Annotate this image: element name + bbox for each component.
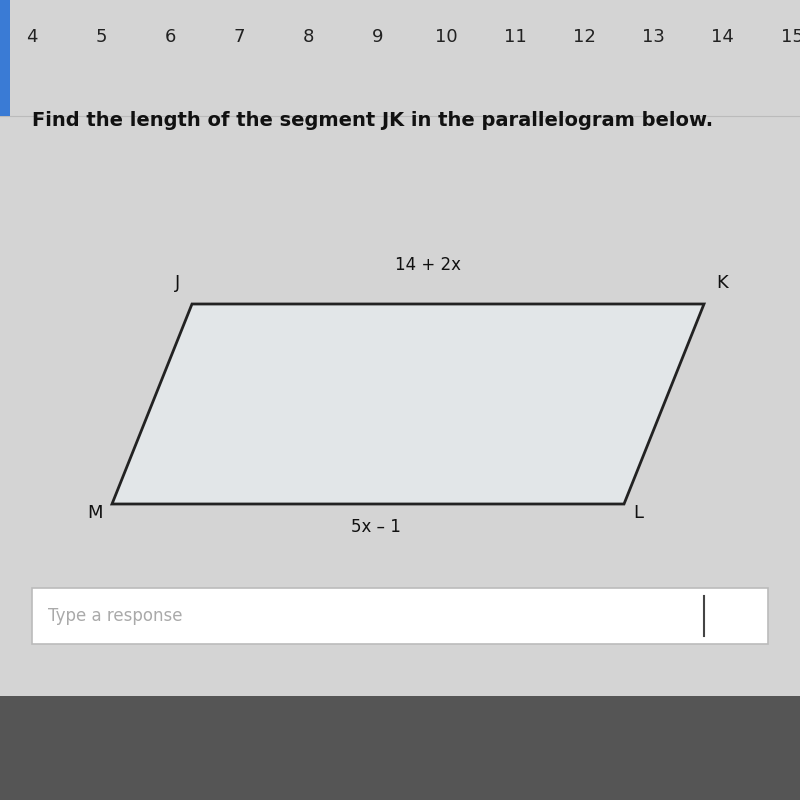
Bar (0, 0, 10, 116)
Text: 15: 15 (781, 28, 800, 46)
Text: L: L (634, 504, 643, 522)
Text: 7: 7 (234, 28, 245, 46)
Text: 8: 8 (302, 28, 314, 46)
Text: K: K (716, 274, 728, 292)
Text: Find the length of the segment JK in the parallelogram below.: Find the length of the segment JK in the… (32, 110, 713, 130)
Text: 5: 5 (95, 28, 107, 46)
Text: Type a response: Type a response (48, 607, 182, 625)
Text: 5x – 1: 5x – 1 (351, 518, 401, 537)
Text: 4: 4 (26, 28, 38, 46)
Bar (32, 588, 768, 644)
Text: 14 + 2x: 14 + 2x (395, 256, 461, 274)
Text: M: M (87, 504, 102, 522)
Bar (0, 696, 800, 800)
Text: 13: 13 (642, 28, 666, 46)
Text: 14: 14 (711, 28, 734, 46)
Text: J: J (174, 274, 180, 292)
Text: 6: 6 (165, 28, 176, 46)
Text: 9: 9 (372, 28, 383, 46)
Text: 12: 12 (574, 28, 596, 46)
Text: 11: 11 (504, 28, 527, 46)
Text: 10: 10 (435, 28, 458, 46)
Polygon shape (112, 304, 704, 504)
